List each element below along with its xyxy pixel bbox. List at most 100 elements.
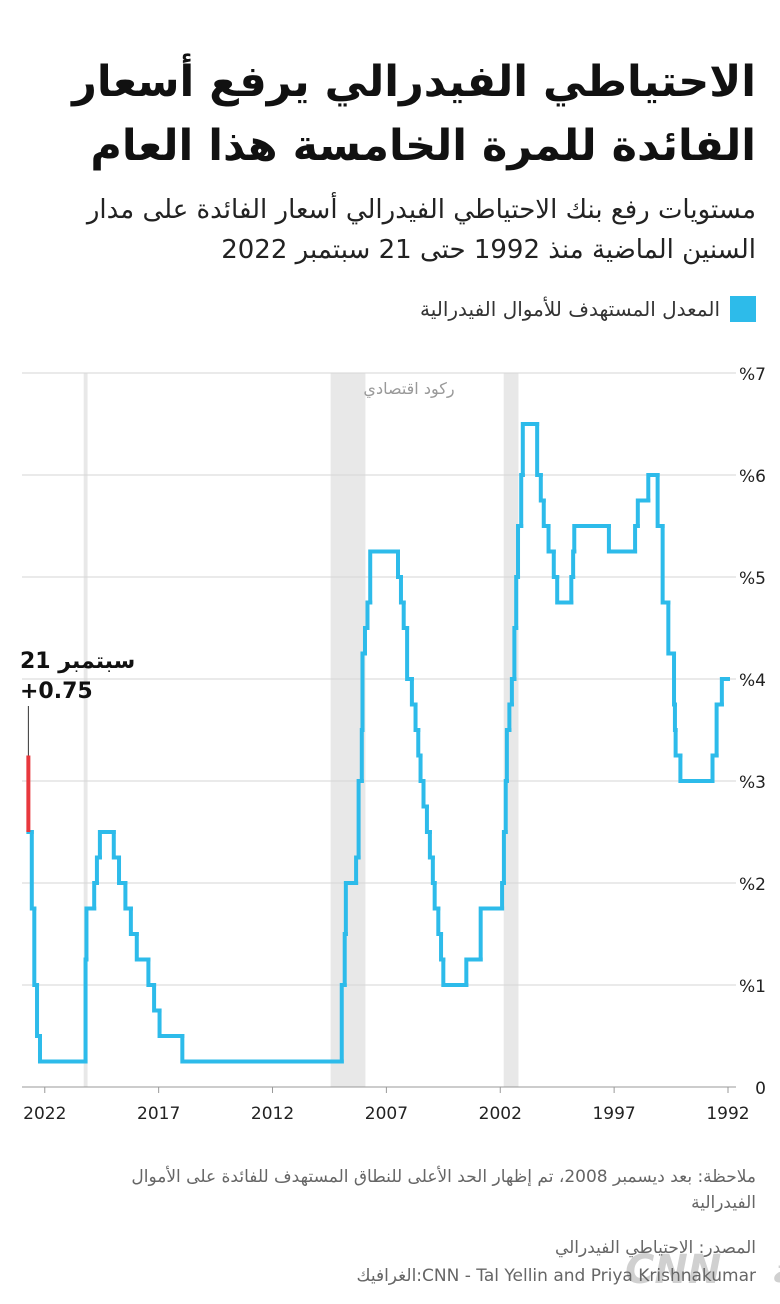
x-tick-label: 2002 [479, 1104, 522, 1124]
legend-label: المعدل المستهدف للأموال الفيدرالية [419, 297, 720, 321]
rate-step [362, 626, 370, 656]
rate-step [514, 575, 521, 630]
y-tick-label: %1 [739, 977, 766, 997]
legend-swatch [730, 296, 756, 322]
rate-step [633, 524, 640, 554]
rate-step [354, 855, 361, 885]
x-tick-label: 2012 [251, 1104, 294, 1124]
rate-step [35, 983, 42, 1038]
rate-step [97, 830, 116, 860]
rate-step [571, 549, 577, 579]
y-tick-label: %5 [739, 569, 766, 589]
rate-step [572, 524, 611, 554]
rate-step [152, 983, 162, 1013]
rate-step [501, 830, 508, 885]
rate-step [555, 575, 574, 605]
recession-band [83, 373, 88, 1087]
recession-band [330, 373, 366, 1087]
rate-step [134, 932, 151, 962]
note: ملاحظة: بعد ديسمبر 2008، تم إظهار الحد ا… [131, 1167, 756, 1213]
rate-step [519, 473, 525, 528]
rate-step [365, 600, 373, 630]
chart-subtitle: مستويات رفع بنك الاحتياطي الفيدرالي أسعا… [86, 195, 756, 265]
rate-step [569, 575, 576, 605]
rate-step [92, 881, 99, 911]
rate-step [416, 728, 423, 758]
y-tick-label: %6 [739, 467, 766, 487]
rate-step [507, 702, 514, 732]
rate-step [342, 932, 348, 987]
rate-step [673, 728, 683, 758]
rate-step [405, 626, 414, 681]
annotation-date: سبتمبر 21 [20, 649, 135, 674]
rate-step [500, 881, 506, 911]
rate-step [478, 906, 505, 962]
x-tick-label: 2017 [137, 1104, 180, 1124]
rate-step [32, 906, 40, 987]
rate-step [401, 600, 410, 630]
logo-latin: CNN [625, 1247, 721, 1293]
credit: الغرافيك:CNN - Tal Yellin and Priya Kris… [356, 1266, 757, 1286]
rate-step [538, 473, 546, 503]
y-tick-label: %4 [739, 671, 766, 691]
rate-step [606, 524, 638, 554]
x-tick-label: 2022 [23, 1104, 66, 1124]
rate-step [520, 422, 540, 477]
rate-step [432, 881, 441, 911]
y-tick-label: 0 [755, 1079, 766, 1099]
x-tick-label: 2007 [365, 1104, 408, 1124]
rate-step [413, 702, 421, 732]
rate-step [714, 702, 724, 758]
rate-step [646, 473, 660, 503]
rate-step [398, 575, 406, 605]
rate-step [535, 422, 543, 477]
rate-step [128, 906, 139, 936]
y-tick-label: %3 [739, 773, 766, 793]
chart-title: الاحتياطي الفيدرالي يرفع أسعار الفائدة ل… [72, 57, 756, 171]
rate-step [360, 651, 367, 732]
legend: المعدل المستهدف للأموال الفيدرالية [420, 296, 756, 322]
rate-step [672, 702, 678, 732]
rate-step [710, 753, 719, 783]
rate-step [418, 753, 426, 783]
logo-arabic: العربية [772, 1252, 780, 1292]
rate-step [83, 957, 89, 1064]
rate-step [37, 1034, 88, 1064]
rate-step [666, 600, 677, 656]
rate-step [356, 779, 364, 860]
rate-step [678, 753, 715, 783]
rate-step [84, 906, 97, 962]
rate-step [339, 983, 347, 1064]
rate-step [117, 855, 128, 885]
rate-step [424, 804, 432, 834]
rate-step [29, 830, 37, 911]
x-tick-label: 1992 [706, 1104, 749, 1124]
annotation-change: +0.75 [20, 679, 93, 704]
rate-step [157, 1008, 185, 1038]
rate-step [439, 932, 446, 962]
rate-step [409, 677, 418, 707]
rate-step [464, 957, 483, 987]
rate-step [430, 855, 437, 885]
rate-step [436, 906, 444, 936]
rate-step [551, 549, 560, 579]
rate-step [359, 728, 365, 783]
rate-step [180, 1034, 344, 1064]
rate-step [94, 855, 102, 885]
rate-step [503, 779, 509, 834]
rate-step [516, 524, 524, 579]
rate-step [368, 549, 401, 605]
rate-step [343, 881, 359, 936]
rate-step [146, 957, 157, 987]
rate-step [672, 651, 677, 707]
y-tick-label: %2 [739, 875, 766, 895]
y-tick-label: %7 [739, 365, 766, 385]
source: المصدر: الاحتياطي الفيدرالي [554, 1238, 756, 1258]
rate-step [655, 473, 665, 528]
rate-step [421, 779, 429, 809]
rate-step [719, 677, 730, 707]
rate-step [441, 957, 469, 987]
rate-step [123, 881, 133, 911]
